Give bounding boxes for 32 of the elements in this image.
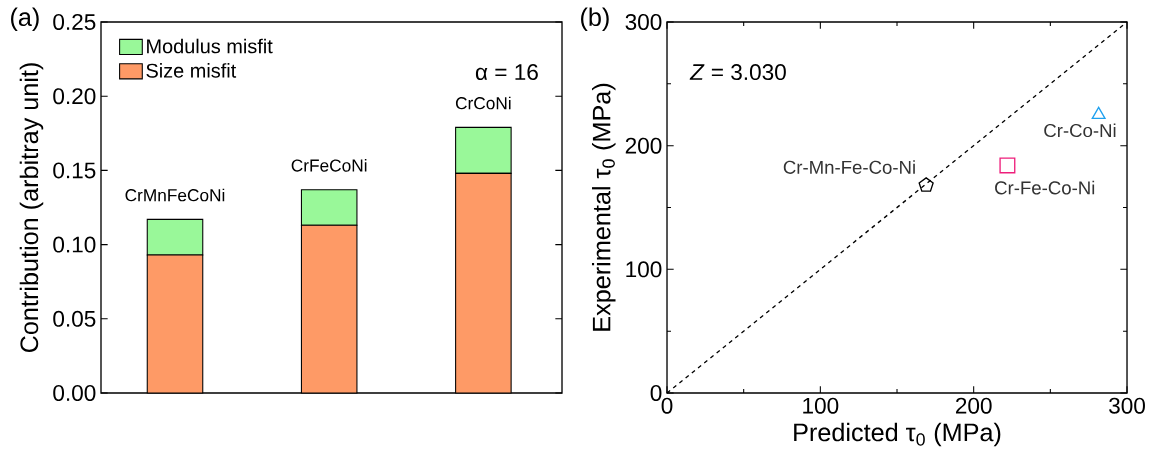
x-tick-label: 0 xyxy=(661,397,673,414)
y-axis-title: Contribution (arbitray unit) xyxy=(19,63,44,353)
x-tick-label: 100 xyxy=(803,397,839,414)
y-tick-label: 0.00 xyxy=(53,385,96,401)
x-tick-label: CrFeCoNi xyxy=(291,158,367,172)
point xyxy=(999,157,1016,174)
annotation: Z = 3.030 xyxy=(689,64,786,81)
series-label: Cr-Co-Ni xyxy=(1044,123,1116,138)
series-label: Cr-Fe-Co-Ni xyxy=(995,180,1095,195)
legend-label: Modulus misfit xyxy=(147,38,273,54)
y-axis-title: Experimental τ$_{0}$ (MPa) xyxy=(591,83,616,331)
x-tick-label: 300 xyxy=(1109,397,1145,414)
point xyxy=(1091,106,1106,120)
y-tick-label: 100 xyxy=(626,261,662,278)
point xyxy=(918,177,934,192)
y-tick-label: 0.10 xyxy=(53,236,96,253)
y-tick-label: 300 xyxy=(625,14,662,30)
annotation: α = 16 xyxy=(475,64,538,81)
text: (a) xyxy=(11,7,39,32)
y-tick-label: 0.15 xyxy=(53,162,96,179)
legend-label: Size misfit xyxy=(146,63,237,78)
x-tick-label: CrMnFeCoNi xyxy=(125,188,225,202)
y-tick-label: 0 xyxy=(650,385,662,401)
y-tick-label: 0.20 xyxy=(53,88,96,105)
x-axis-title: Predicted τ$_{0}$ (MPa) xyxy=(794,422,1001,447)
y-tick-label: 200 xyxy=(625,137,662,154)
series-label: Cr-Mn-Fe-Co-Ni xyxy=(783,160,915,174)
x-tick-label: CrCoNi xyxy=(455,96,511,110)
text: (b) xyxy=(581,7,609,32)
y-tick-label: 0.05 xyxy=(53,310,96,327)
y-tick-label: 0.25 xyxy=(53,14,96,30)
x-tick-label: 200 xyxy=(955,397,992,414)
